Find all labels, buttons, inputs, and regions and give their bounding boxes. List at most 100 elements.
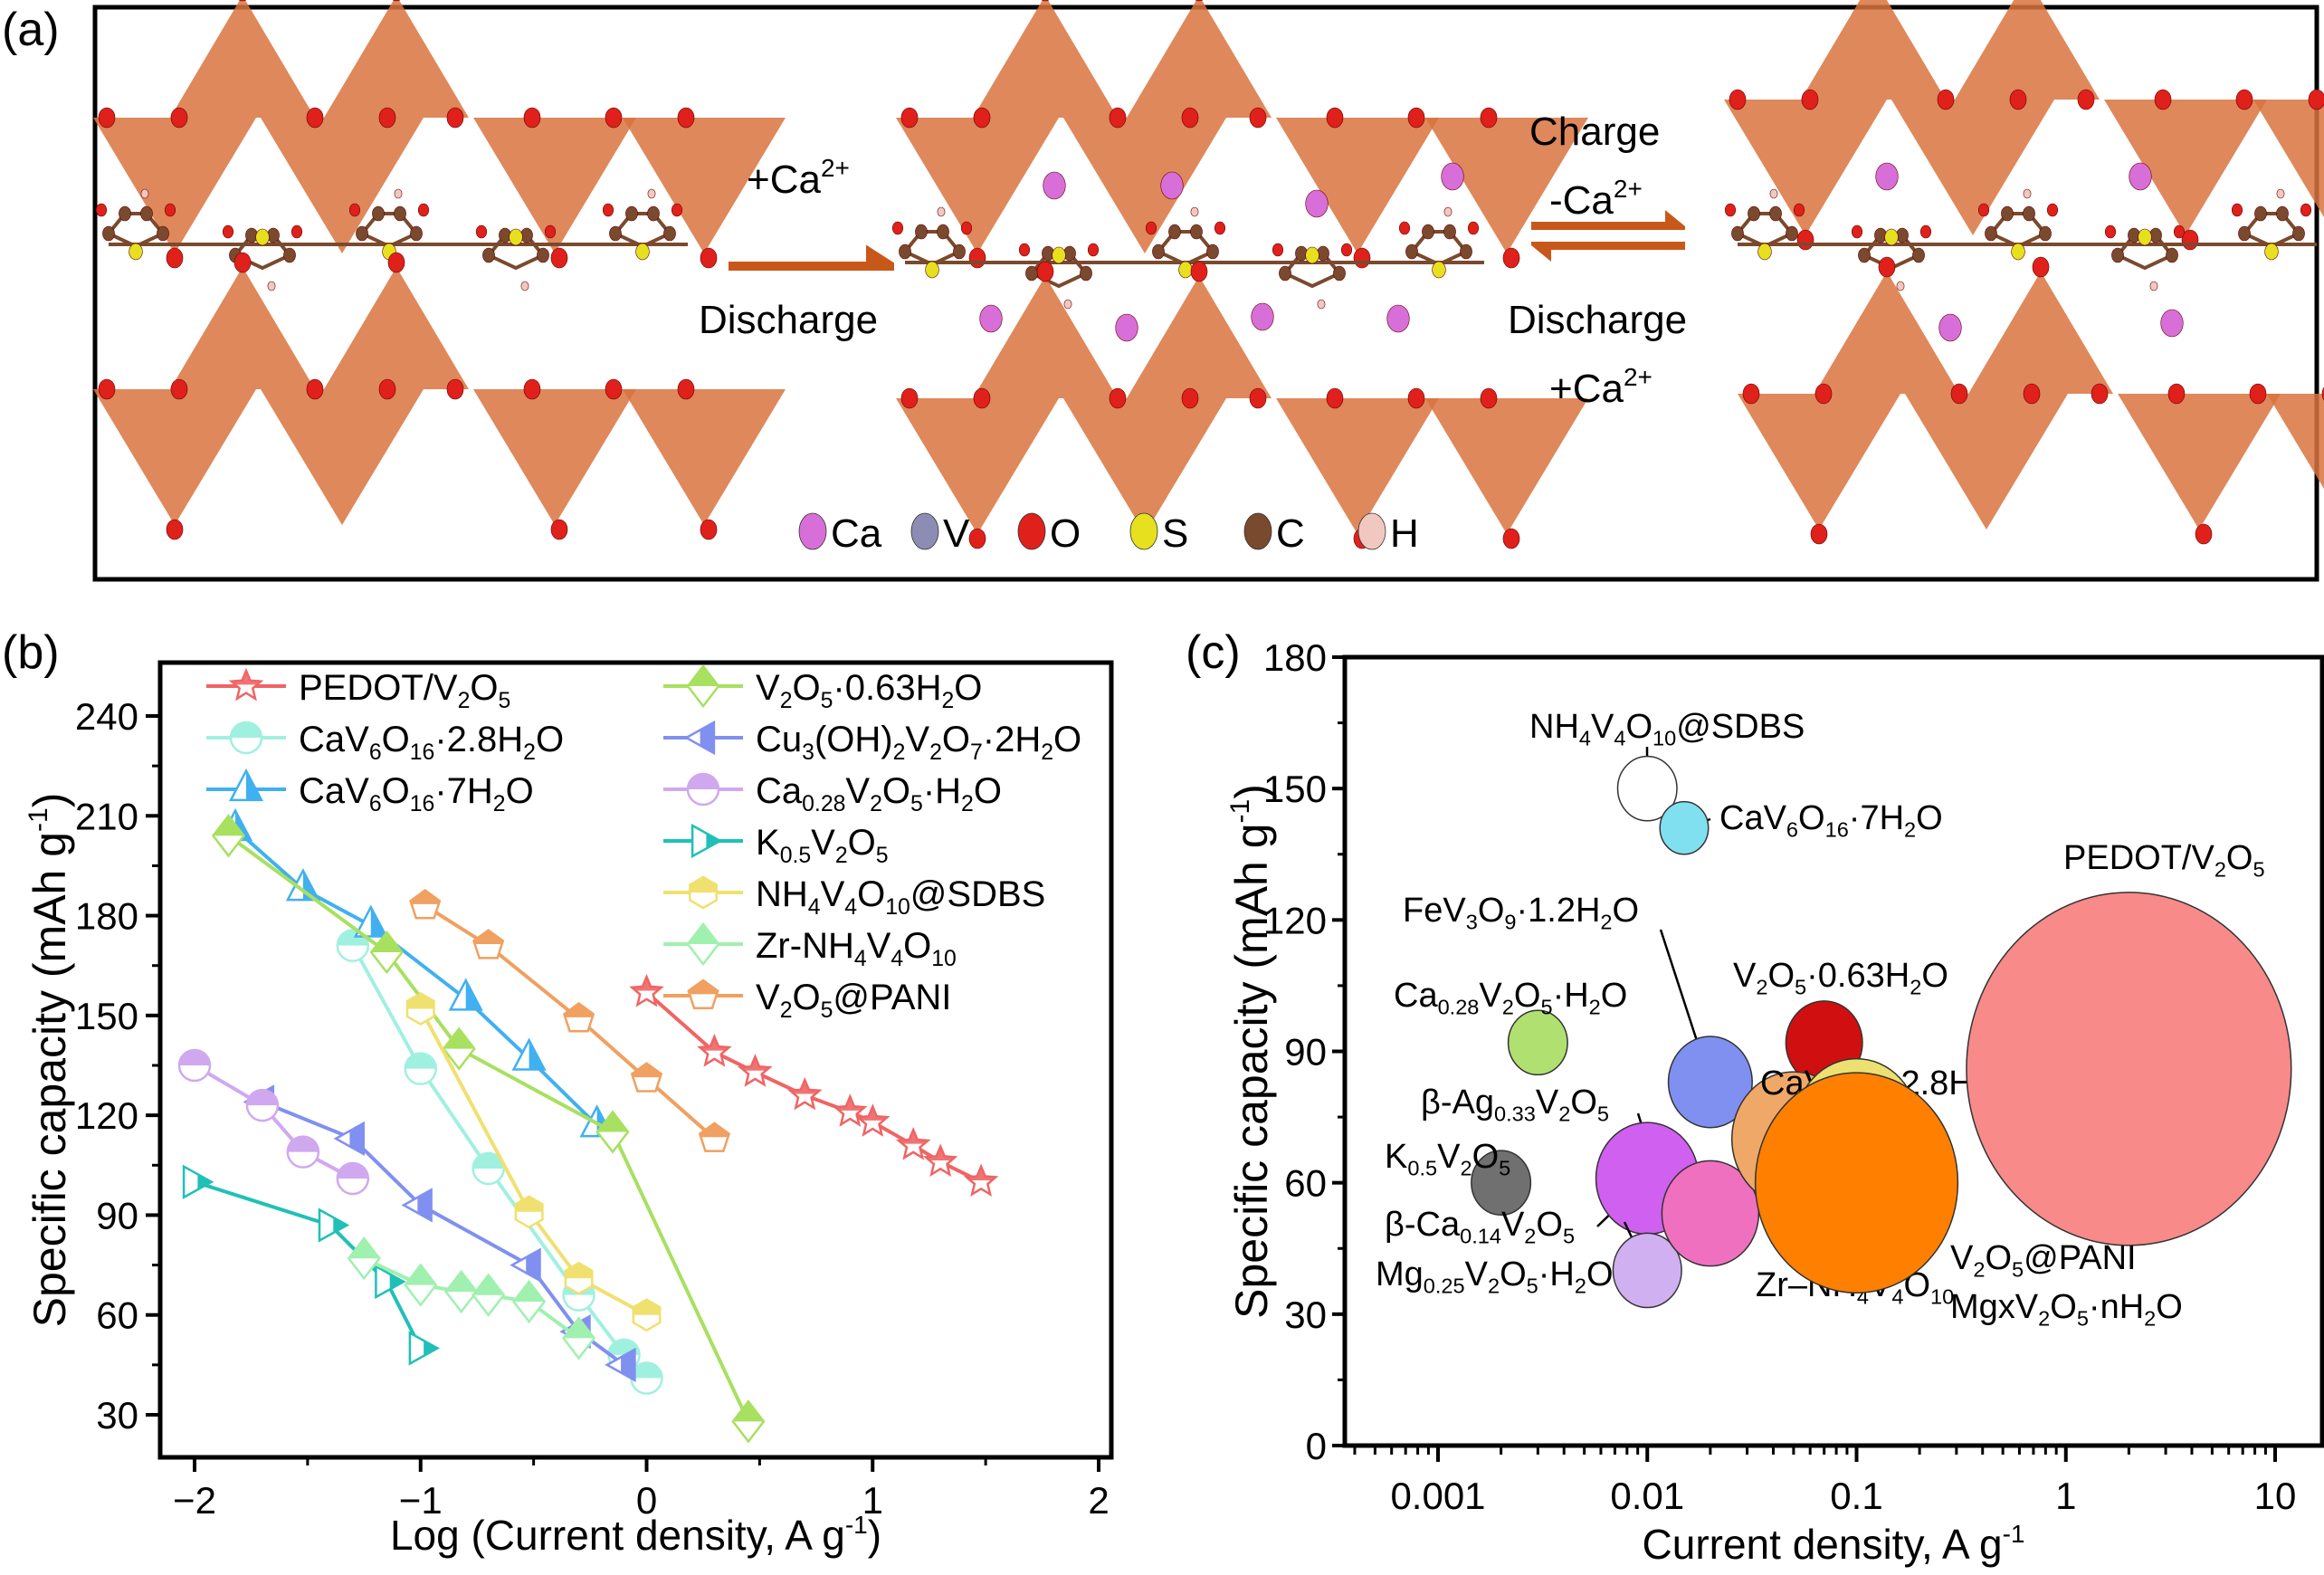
series (182, 1164, 440, 1366)
oxygen-atom (1810, 523, 1828, 545)
oxygen-atom (1272, 243, 1284, 257)
oxygen-atom (1249, 107, 1267, 129)
calcium-atom (1251, 302, 1274, 331)
hydrogen-atom (1443, 206, 1452, 217)
oxygen-atom (973, 107, 991, 129)
atom-legend-item: H (1357, 511, 1419, 556)
oxygen-atom (1326, 107, 1344, 129)
vanadium-polyhedron (170, 267, 315, 389)
x-tick-label: −1 (399, 1479, 443, 1522)
calcium-atom (1875, 162, 1899, 191)
legend-label: K0.5V2O5 (756, 823, 889, 868)
oxygen-atom (544, 224, 557, 239)
carbon-atom (2039, 225, 2052, 242)
bubble-label: K0.5V2O5 (1385, 1138, 1510, 1179)
hydrogen-atom (937, 206, 946, 217)
bubble-label: FeV3O9·1.2H2O (1403, 892, 1639, 933)
thiophene-ring (1408, 230, 1470, 267)
oxygen-atom (1742, 383, 1760, 405)
atom-legend-swatch (910, 512, 939, 550)
data-point (471, 1273, 506, 1317)
bubble-mark (1612, 1232, 1682, 1309)
oxygen-atom (170, 107, 188, 129)
oxygen-atom (2154, 89, 2172, 110)
data-point (336, 1161, 370, 1196)
y-axis-title: Specific capacity (mAh g-1) (1225, 784, 1277, 1319)
vanadium-polyhedron (473, 118, 636, 253)
oxygen-atom (1814, 383, 1833, 405)
data-point (177, 1048, 212, 1083)
data-point (409, 888, 442, 920)
vanadium-polyhedron (896, 118, 1059, 253)
series-line (193, 1064, 354, 1180)
oxygen-atom (2167, 383, 2186, 405)
hydrogen-atom (520, 281, 529, 291)
data-point (562, 1316, 596, 1360)
carbon-atom (899, 243, 911, 260)
data-point (401, 1188, 433, 1223)
data-point (444, 1269, 479, 1314)
series-line (262, 1100, 625, 1367)
bubble-label: Mg0.25V2O5·H2O (1376, 1255, 1614, 1297)
oxygen-atom (1480, 107, 1498, 129)
legend-item: K0.5V2O5 (663, 823, 889, 868)
data-point (347, 1236, 381, 1281)
data-point (698, 1122, 731, 1152)
oxygen-atom (378, 107, 396, 129)
bubble-label: CaV6O16·7H2O (1719, 799, 1943, 841)
vanadium-polyhedron (261, 389, 424, 525)
panel-a-label: (a) (2, 4, 60, 56)
x-tick-label: 10 (2254, 1475, 2297, 1517)
data-point (353, 904, 388, 938)
carbon-atom (1443, 224, 1456, 240)
y-tick-label: 90 (1284, 1031, 1327, 1074)
carbon-atom (2111, 247, 2124, 263)
oxygen-atom (306, 107, 324, 129)
oxygen-atom (1353, 247, 1371, 269)
oxygen-atom (1181, 387, 1199, 409)
bubble-label: MgxV2O5·nH2O (1950, 1288, 2183, 1330)
legend-label: NH4V4O10@SDBS (756, 874, 1045, 920)
sulfur-atom (925, 261, 939, 279)
hydrogen-atom (2023, 188, 2032, 199)
data-point (686, 921, 720, 967)
oxygen-atom (1195, 0, 1204, 2)
carbon-atom (2001, 205, 2014, 222)
data-point (691, 823, 723, 859)
thiophene-ring (1155, 230, 1216, 267)
data-point (738, 1054, 773, 1087)
vanadium-polyhedron (1127, 0, 1272, 118)
legend-item: NH4V4O10@SDBS (663, 874, 1045, 920)
legend-item: CaV6O16·2.8H2O (206, 720, 564, 765)
carbon-atom (1152, 243, 1165, 260)
carbon-atom (1912, 247, 1925, 263)
vanadium-polyhedron (324, 0, 469, 118)
vanadium-polyhedron (623, 118, 786, 253)
data-point (369, 930, 404, 975)
step2-minus-ca-label: -Ca2+ (1549, 175, 1643, 223)
series (409, 888, 731, 1152)
oxygen-atom (602, 203, 614, 217)
data-point (472, 929, 505, 959)
bubble-mark (1659, 800, 1710, 855)
oxygen-atom (1326, 387, 1344, 409)
oxygen-atom (166, 247, 184, 269)
sulfur-atom (1052, 246, 1066, 264)
bubble: Mg0.25V2O5·H2O (1376, 1221, 1682, 1309)
thiophene-ring (1734, 212, 1795, 249)
oxygen-atom (2231, 203, 2243, 217)
atom-legend-swatch (1129, 512, 1158, 550)
calcium-atom (1043, 171, 1066, 200)
oxygen-atom (2195, 523, 2213, 545)
hydrogen-atom (647, 188, 656, 199)
vanadium-polyhedron (1955, 0, 2100, 100)
oxygen-atom (1018, 243, 1031, 257)
chart-c: 0 30 60 90 120 150 180 0.001 0.01 0.1 1 10 Current d… (1225, 636, 2324, 1568)
vanadium-polyhedron (1276, 118, 1439, 253)
oxygen-atom (900, 107, 919, 129)
x-axis-title: Current density, A g-1 (1643, 1520, 2025, 1568)
thiophene-ring (2241, 212, 2302, 249)
carbon-atom (1858, 247, 1871, 263)
y-tick-label: 30 (96, 1394, 138, 1437)
data-point (404, 1263, 438, 1307)
